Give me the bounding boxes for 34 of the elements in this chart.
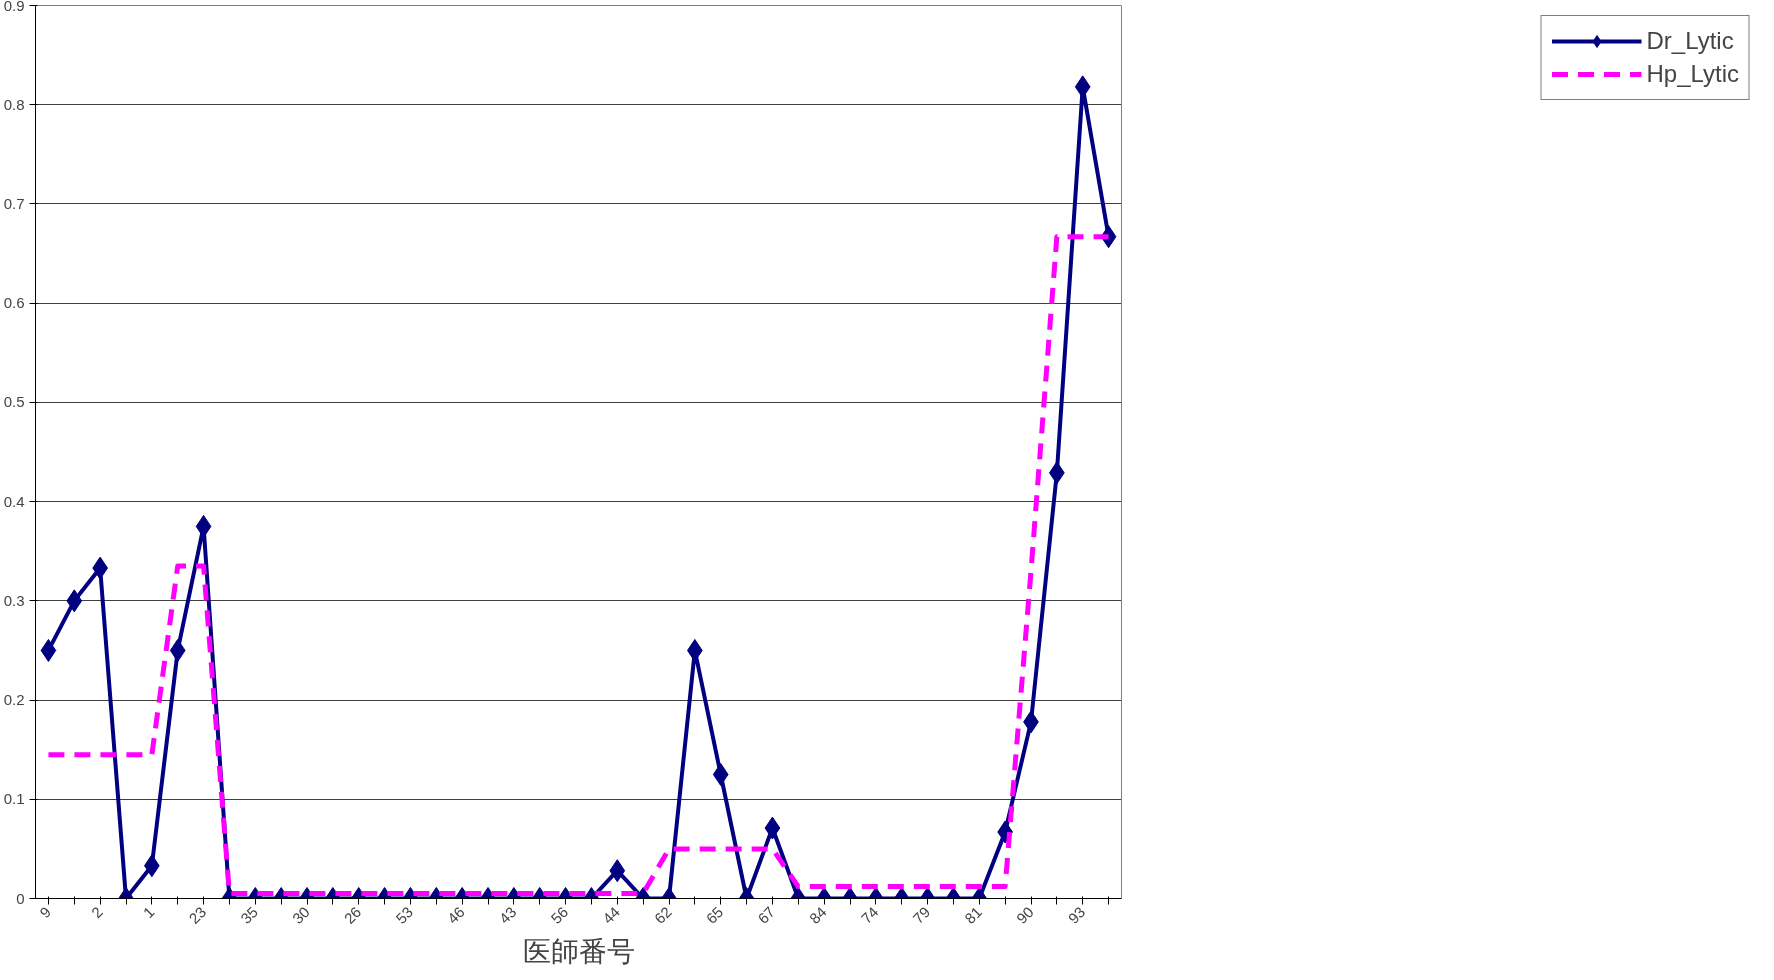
x-axis-title: 医師番号 [522,936,635,968]
x-tick-label: 35 [237,903,261,927]
x-tick-label: 79 [909,903,934,927]
x-tick-label: 74 [857,903,882,927]
x-tick-label: 26 [340,903,365,927]
x-tick-label: 46 [443,903,468,927]
x-tick-label: 23 [185,903,210,927]
y-tick-label: 0 [16,889,25,907]
x-tick-label: 2 [87,903,106,922]
x-tick-label: 9 [36,903,55,922]
x-tick-label: 67 [754,903,779,927]
y-tick-label: 0.2 [3,691,25,709]
x-tick-label: 84 [805,903,830,927]
x-tick-label: 43 [495,903,520,927]
x-tick-label: 53 [392,903,417,927]
y-tick-label: 0.3 [3,591,25,609]
y-tick-label: 0.1 [3,790,25,808]
x-tick-label: 90 [1012,903,1037,927]
legend-label: Dr_Lytic [1646,27,1734,55]
legend-label: Hp_Lytic [1646,60,1739,88]
x-tick-label: 56 [547,903,572,927]
x-tick-label: 65 [702,903,727,927]
x-tick-label: 62 [650,903,675,927]
x-tick-label: 44 [599,903,623,927]
y-tick-label: 0.5 [3,393,25,411]
y-tick-label: 0.8 [3,95,25,113]
y-tick-label: 0.9 [3,0,25,14]
x-tick-label: 30 [288,903,313,927]
x-tick-label: 81 [961,903,985,927]
x-tick-label: 1 [139,903,158,922]
y-tick-label: 0.7 [3,194,25,212]
y-tick-label: 0.4 [3,492,25,510]
x-tick-label: 93 [1064,903,1089,927]
y-tick-label: 0.6 [3,294,25,312]
